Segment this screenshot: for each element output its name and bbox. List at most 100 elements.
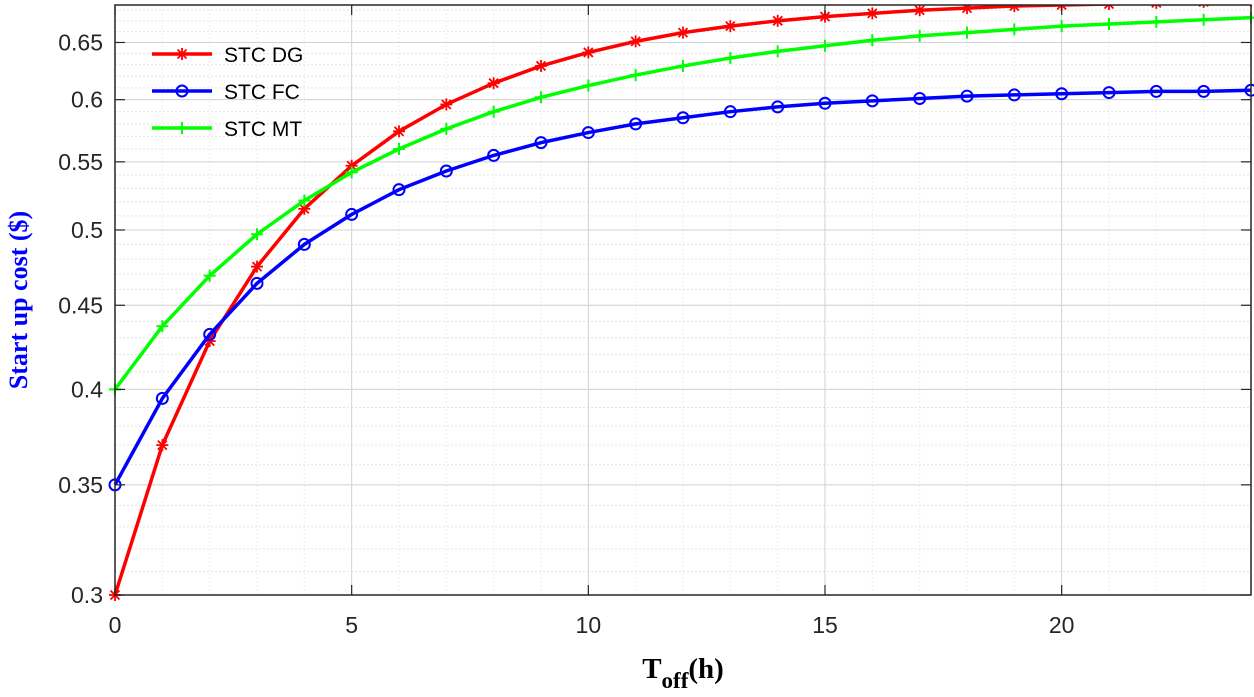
data-point <box>487 105 500 118</box>
data-point <box>1197 13 1210 26</box>
data-point <box>1102 86 1116 100</box>
x-tick-label: 0 <box>109 612 122 638</box>
data-point <box>534 136 548 150</box>
data-point <box>487 77 500 90</box>
data-point <box>440 98 453 111</box>
x-axis-label-unit: (h) <box>688 653 723 685</box>
data-point <box>960 89 974 103</box>
y-tick-label: 0.55 <box>58 149 103 175</box>
data-point <box>1103 18 1115 31</box>
data-point <box>203 327 217 341</box>
data-point <box>865 94 879 108</box>
data-point <box>1198 5 1209 8</box>
data-point <box>913 29 926 42</box>
legend-label: STC MT <box>224 118 302 141</box>
legend-label: STC DG <box>224 44 303 67</box>
x-axis-label-subscript: off <box>662 668 689 693</box>
data-point <box>155 391 169 405</box>
axis-ticks <box>114 5 1251 596</box>
x-tick-label: 15 <box>812 612 838 638</box>
data-point <box>298 194 311 207</box>
x-axis-label: Toff(h) <box>642 653 724 693</box>
data-point <box>913 91 927 105</box>
data-point <box>1149 84 1163 98</box>
data-point <box>175 84 189 98</box>
data-point <box>819 10 831 23</box>
x-tick-label: 5 <box>345 612 358 638</box>
data-point <box>297 237 311 251</box>
data-point <box>771 100 785 114</box>
data-point <box>771 45 784 58</box>
data-point <box>866 34 879 47</box>
data-point <box>629 35 642 48</box>
data-point <box>724 20 737 33</box>
data-point <box>1150 15 1163 28</box>
data-point <box>250 276 264 290</box>
y-tick-labels: 0.3 0.35 0.4 0.45 0.5 0.55 0.6 0.65 <box>58 29 103 608</box>
y-tick-label: 0.45 <box>58 292 103 318</box>
series-layer <box>108 5 1254 601</box>
y-tick-label: 0.5 <box>71 217 103 243</box>
data-point <box>251 260 263 273</box>
data-point <box>582 46 595 59</box>
x-tick-label: 10 <box>576 612 602 638</box>
data-point <box>393 142 405 155</box>
data-point <box>913 5 926 17</box>
y-tick-label: 0.4 <box>71 376 103 402</box>
data-point <box>819 39 831 52</box>
data-point <box>535 91 547 104</box>
series-stc-dg <box>109 5 1254 601</box>
data-point <box>866 7 879 20</box>
data-point <box>393 125 405 138</box>
data-point <box>1007 88 1021 102</box>
x-tick-labels: 0 5 10 15 20 <box>109 612 1075 638</box>
data-point <box>581 126 595 140</box>
data-point <box>676 111 690 125</box>
data-point <box>345 166 358 179</box>
series-stc-fc <box>108 83 1254 492</box>
data-point <box>176 122 188 134</box>
data-point <box>818 96 832 110</box>
data-point <box>392 183 406 197</box>
y-tick-label: 0.6 <box>71 87 103 113</box>
data-point <box>723 105 737 119</box>
y-tick-label: 0.35 <box>58 472 103 498</box>
data-point <box>629 69 642 82</box>
y-tick-label: 0.65 <box>58 29 103 55</box>
data-point <box>961 5 973 15</box>
legend-entry: STC FC <box>152 81 300 104</box>
legend-label: STC FC <box>224 81 300 104</box>
data-point <box>1151 5 1162 9</box>
data-point <box>1055 20 1068 33</box>
legend-entry: STC MT <box>152 118 302 141</box>
plot-frame <box>114 4 1252 596</box>
data-point <box>582 79 595 92</box>
data-point <box>1055 87 1069 101</box>
data-point <box>176 48 188 60</box>
data-point <box>251 228 263 241</box>
data-point <box>535 59 547 72</box>
x-axis-label-main: T <box>642 653 661 685</box>
data-point <box>677 26 689 39</box>
legend: STC DG STC FC STC MT <box>152 44 303 141</box>
y-axis-label: Start up cost ($) <box>4 211 33 389</box>
data-point <box>345 207 359 221</box>
y-tick-label: 0.3 <box>71 582 103 608</box>
x-tick-label: 20 <box>1049 612 1075 638</box>
series-line <box>113 88 1252 486</box>
data-point <box>961 26 973 39</box>
data-point <box>771 14 784 27</box>
data-point <box>156 320 169 333</box>
data-point <box>1008 5 1021 13</box>
data-point <box>156 439 169 452</box>
data-point <box>487 148 501 162</box>
data-point <box>439 164 453 178</box>
data-point <box>629 117 643 131</box>
data-point <box>440 122 453 135</box>
legend-entry: STC DG <box>152 44 303 67</box>
data-point <box>677 59 689 72</box>
data-point <box>203 269 216 282</box>
data-point <box>1103 5 1115 10</box>
data-point <box>724 52 737 65</box>
